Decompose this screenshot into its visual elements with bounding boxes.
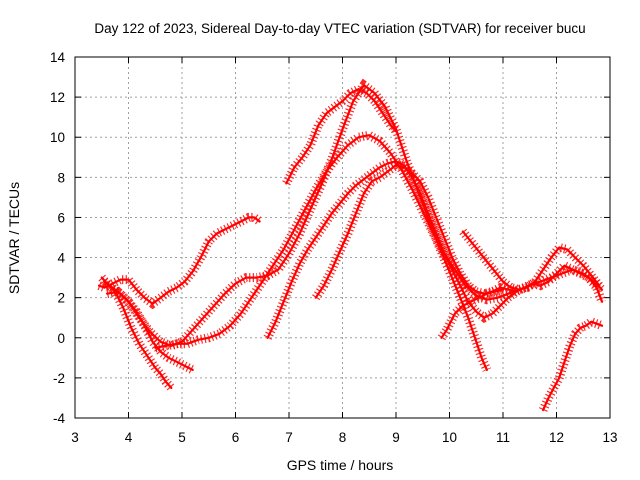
series-group (97, 78, 607, 412)
x-tick-label: 6 (232, 430, 240, 445)
x-tick-label: 12 (549, 430, 564, 445)
y-tick-label: -4 (53, 411, 65, 426)
x-tick-label: 3 (71, 430, 79, 445)
y-tick-label: 14 (50, 50, 66, 65)
y-tick-label: 12 (50, 90, 65, 105)
y-tick-label: 10 (50, 130, 65, 145)
series-markers-track-i (437, 285, 505, 341)
x-tick-label: 9 (392, 430, 400, 445)
y-tick-label: -2 (53, 371, 65, 386)
axis-ticks: 3 4 5 6 7 8 9 10 11 12 13 -4 -2 0 2 4 6 8 10 12 14 (50, 50, 618, 445)
y-tick-label: 6 (57, 210, 65, 225)
x-tick-label: 7 (285, 430, 293, 445)
x-axis-label: GPS time / hours (287, 457, 394, 473)
y-tick-label: 4 (57, 251, 65, 266)
x-tick-label: 5 (178, 430, 186, 445)
series-markers-track-g (282, 84, 400, 186)
y-tick-label: 8 (57, 170, 65, 185)
series-markers-track-f (263, 156, 520, 340)
x-tick-label: 4 (125, 430, 133, 445)
series-markers-track-e (154, 130, 606, 353)
x-tick-label: 13 (602, 430, 617, 445)
series-markers-track-h (312, 160, 607, 304)
series-line-track-a (98, 216, 261, 305)
series-line-track-k (542, 320, 604, 412)
y-tick-label: 2 (57, 291, 65, 306)
chart-title: Day 122 of 2023, Sidereal Day-to-day VTE… (94, 21, 585, 36)
series-markers-track-j (459, 228, 603, 295)
series-markers-track-a (97, 212, 263, 310)
y-axis-label: SDTVAR / TECUs (6, 182, 22, 294)
plot-frame (74, 56, 611, 419)
x-tick-label: 8 (339, 430, 347, 445)
y-tick-label: 0 (57, 331, 65, 346)
x-tick-label: 10 (442, 430, 457, 445)
x-tick-label: 11 (496, 430, 510, 445)
grid (75, 57, 610, 418)
series-markers-track-k (538, 316, 604, 412)
